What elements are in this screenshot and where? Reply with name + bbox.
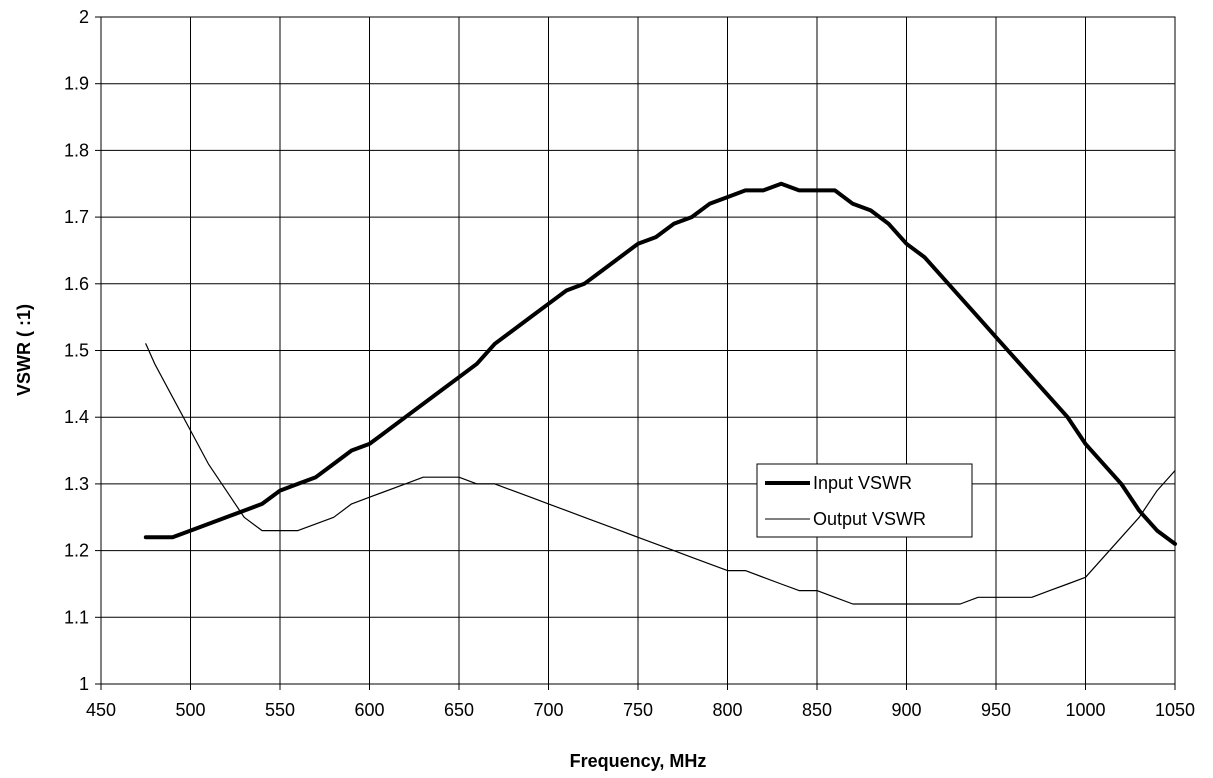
series-line-input-vswr (143, 181, 1177, 546)
axes (95, 16, 1176, 690)
x-tick-label: 850 (802, 700, 832, 720)
legend-label-output: Output VSWR (813, 509, 926, 529)
series-line-output-vswr (145, 343, 1176, 605)
x-tick-label: 1050 (1155, 700, 1195, 720)
x-tick-label: 600 (354, 700, 384, 720)
x-tick-label: 1000 (1065, 700, 1105, 720)
x-tick-label: 900 (891, 700, 921, 720)
y-tick-label: 1.3 (64, 474, 89, 494)
legend: Input VSWR Output VSWR (756, 463, 973, 538)
y-tick-label: 1.2 (64, 541, 89, 561)
x-tick-label: 450 (86, 700, 116, 720)
y-tick-label: 1.5 (64, 341, 89, 361)
x-tick-label: 800 (712, 700, 742, 720)
x-tick-label: 550 (265, 700, 295, 720)
x-axis-title: Frequency, MHz (570, 751, 707, 771)
y-tick-label: 1.8 (64, 140, 89, 160)
y-tick-label: 1.6 (64, 274, 89, 294)
legend-label-input: Input VSWR (813, 473, 912, 493)
x-tick-label: 700 (533, 700, 563, 720)
y-tick-label: 1.9 (64, 74, 89, 94)
y-tick-label: 1.1 (64, 607, 89, 627)
y-tick-label: 1.7 (64, 207, 89, 227)
plot-frame (100, 16, 1176, 685)
tick-labels: 1 1.1 1.2 1.3 1.4 1.5 1.6 1.7 1.8 1.9 2 450 500 550 60… (64, 7, 1195, 720)
y-axis-title: VSWR ( :1) (14, 304, 34, 396)
legend-box (756, 463, 973, 538)
x-tick-label: 950 (981, 700, 1011, 720)
x-tick-label: 500 (175, 700, 205, 720)
y-tick-label: 2 (79, 7, 89, 27)
x-tick-label: 750 (623, 700, 653, 720)
y-tick-label: 1 (79, 674, 89, 694)
y-tick-label: 1.4 (64, 407, 89, 427)
x-tick-label: 650 (444, 700, 474, 720)
plot-area (143, 181, 1177, 605)
